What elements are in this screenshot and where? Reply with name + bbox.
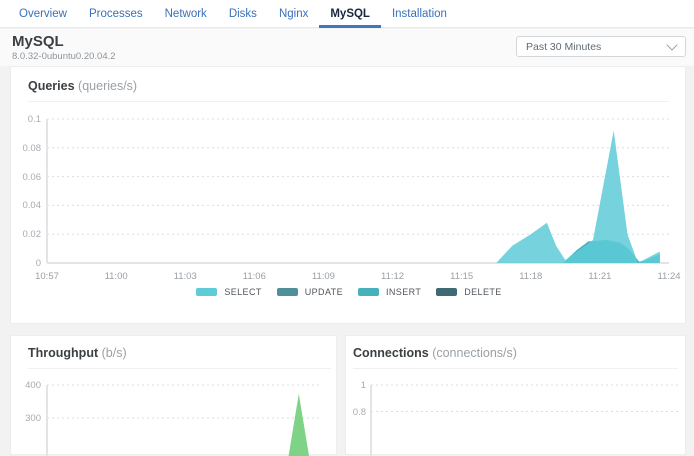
queries-ytick-0.08: 0.08 [22,142,42,154]
time-range-select[interactable]: Past 30 Minutes [516,36,686,57]
queries-unit-text: (queries/s) [78,79,138,93]
area-series-throughput [288,393,310,456]
queries-xtick-11:03: 11:03 [173,271,197,282]
queries-chart-title: Queries (queries/s) [28,79,137,93]
throughput-ytick-400: 400 [25,380,41,391]
queries-xtick-11:00: 11:00 [104,271,128,282]
tab-bar: Overview Processes Network Disks Nginx M… [0,0,694,28]
area-series-SELECT [496,130,660,263]
queries-title-text: Queries [28,79,75,93]
queries-xtick-11:09: 11:09 [311,271,335,282]
queries-xtick-11:06: 11:06 [242,271,266,282]
legend-label-DELETE: DELETE [464,287,502,297]
throughput-card: Throughput (b/s) 400 300 [10,335,337,456]
queries-xtick-11:18: 11:18 [519,271,543,282]
connections-ytick-1: 1 [360,380,366,391]
throughput-title-text: Throughput [28,346,99,360]
divider [28,101,669,102]
tab-mysql[interactable]: MySQL [319,0,381,28]
throughput-unit-text: (b/s) [101,346,127,360]
tab-nginx[interactable]: Nginx [278,7,309,20]
divider [353,368,678,369]
tab-overview[interactable]: Overview [19,7,67,20]
queries-xtick-11:15: 11:15 [450,271,474,282]
legend-item-DELETE: DELETE [436,287,501,297]
legend-item-SELECT: SELECT [196,287,261,297]
queries-ytick-0.06: 0.06 [22,171,42,183]
queries-xtick-11:21: 11:21 [588,271,612,282]
throughput-chart-title: Throughput (b/s) [28,346,127,360]
queries-chart [46,118,669,264]
legend-label-UPDATE: UPDATE [304,287,343,297]
queries-xtick-11:12: 11:12 [381,271,405,282]
queries-xtick-11:24: 11:24 [657,271,681,282]
connections-chart [370,384,680,456]
divider [28,368,331,369]
tab-network[interactable]: Network [164,7,207,20]
queries-card: Queries (queries/s) 0 0.02 0.04 0.06 0.08 0.1… [10,66,686,324]
connections-card: Connections (connections/s) 1 0.8 [345,335,686,456]
connections-unit-text: (connections/s) [432,346,517,360]
legend-item-UPDATE: UPDATE [276,287,343,297]
tab-installation[interactable]: Installation [391,7,447,20]
time-range-value: Past 30 Minutes [526,40,602,53]
legend-swatch-DELETE [436,288,458,296]
legend-label-INSERT: INSERT [386,287,422,297]
queries-ytick-0.04: 0.04 [22,200,42,212]
connections-chart-title: Connections (connections/s) [353,346,517,360]
legend-item-INSERT: INSERT [358,287,421,297]
queries-ytick-0.1: 0.1 [27,114,41,125]
tab-processes[interactable]: Processes [88,7,143,20]
page-title: MySQL [12,33,64,50]
queries-ytick-0.02: 0.02 [22,229,42,241]
tab-disks[interactable]: Disks [228,7,257,20]
chevron-down-icon [666,38,678,51]
connections-ytick-0.8: 0.8 [352,406,366,418]
queries-legend: SELECT UPDATE INSERT DELETE [11,287,687,297]
throughput-chart [46,384,321,456]
legend-swatch-INSERT [358,288,379,296]
legend-label-SELECT: SELECT [224,287,262,297]
queries-ytick-0: 0 [35,258,41,269]
connections-title-text: Connections [353,346,429,360]
legend-swatch-UPDATE [276,288,298,296]
mysql-version: 8.0.32-0ubuntu0.20.04.2 [12,51,116,62]
queries-xtick-10:57: 10:57 [35,271,59,282]
legend-swatch-SELECT [196,288,218,296]
